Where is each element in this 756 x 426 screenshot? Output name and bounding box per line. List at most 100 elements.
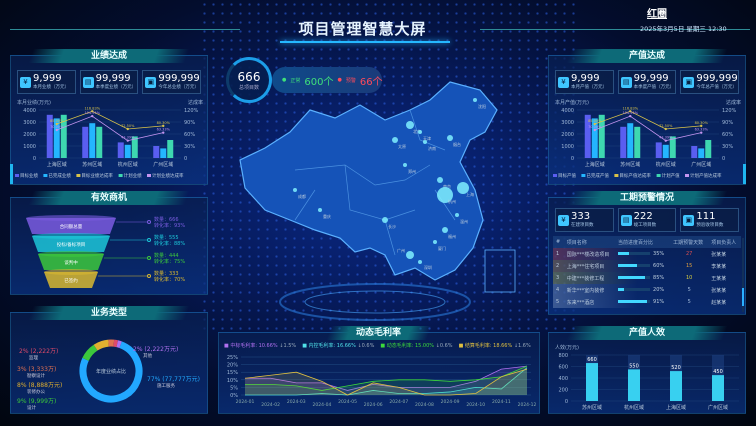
legend-item[interactable]: ■ 结算毛利率: 18.66% ↓1.6% bbox=[459, 343, 531, 350]
city-marker[interactable] bbox=[392, 137, 398, 143]
funnel-count: 数量：444 bbox=[154, 252, 179, 259]
project-status-pill: ● 正常 600个 ● 预警 66个 bbox=[272, 67, 383, 93]
table-row[interactable]: 1 国际***楼改造项目 35% 27 张某某 bbox=[553, 248, 741, 260]
city-marker[interactable] bbox=[318, 208, 322, 212]
money-bag-icon: ¥ bbox=[558, 76, 569, 88]
header-line-left bbox=[10, 29, 240, 30]
city-marker[interactable] bbox=[433, 240, 437, 244]
progress-bar bbox=[618, 288, 651, 291]
kpi-value: 9,999 bbox=[571, 73, 600, 84]
legend-swatch bbox=[43, 174, 48, 177]
warn-label: 预警 bbox=[345, 77, 356, 84]
donut-slice[interactable] bbox=[113, 339, 119, 348]
funnel-title: 有效商机 bbox=[28, 191, 190, 205]
legend-item[interactable]: 计划业绩 bbox=[124, 172, 142, 179]
x-tick-label: 2024-07 bbox=[389, 399, 408, 405]
y2-tick-label: 90% bbox=[184, 120, 195, 126]
legend-item[interactable]: 计划产值达成率 bbox=[690, 172, 722, 179]
city-marker[interactable] bbox=[473, 98, 477, 102]
city-marker[interactable] bbox=[418, 130, 422, 134]
kpi-card: ▤ 99,999 本季度产值（万元） bbox=[617, 70, 677, 94]
table-scrollbar[interactable] bbox=[742, 238, 744, 312]
funnel-stage-top bbox=[32, 233, 110, 239]
line-point bbox=[664, 127, 667, 131]
city-marker[interactable] bbox=[457, 182, 469, 194]
funnel-stage[interactable] bbox=[32, 236, 110, 252]
legend-item[interactable]: ■ 中标毛利率: 10.66% ↓1.5% bbox=[224, 343, 296, 350]
legend-item[interactable]: 计划产值 bbox=[662, 172, 680, 179]
legend-item[interactable]: 目标产值 bbox=[558, 172, 576, 179]
city-marker[interactable] bbox=[418, 260, 422, 264]
data-label: 70.00% bbox=[588, 125, 602, 129]
city-marker[interactable] bbox=[382, 217, 388, 223]
wallet-icon: ▣ bbox=[145, 76, 157, 88]
city-marker[interactable] bbox=[423, 140, 427, 144]
legend-item[interactable]: 已完成业绩 bbox=[48, 172, 71, 179]
city-label: 济南 bbox=[428, 145, 436, 151]
legend-item[interactable]: ■ 动态毛利率: 15.00% ↓0.6% bbox=[380, 343, 452, 350]
table-row[interactable]: 5 东来***酒店 91% 5 赵某某 bbox=[553, 296, 741, 308]
legend-item[interactable]: ■ 内控毛利率: 16.66% ↓0.6% bbox=[302, 343, 374, 350]
kpi-value: 999,999 bbox=[696, 73, 738, 84]
y-tick-label: 10% bbox=[227, 378, 238, 384]
bar bbox=[670, 371, 682, 401]
progress-cell: 91% bbox=[615, 296, 670, 308]
slice-name: 勘察设计 bbox=[27, 372, 45, 379]
y-tick-label: 0% bbox=[230, 393, 238, 399]
city-marker[interactable] bbox=[437, 177, 443, 183]
city-label: 长沙 bbox=[388, 223, 396, 229]
progress-label: 35% bbox=[653, 251, 665, 257]
donut-slice[interactable] bbox=[82, 344, 98, 362]
y-tick-label: 2000 bbox=[23, 132, 36, 138]
x-tick-label: 苏州区域 bbox=[82, 161, 102, 168]
legend-item[interactable]: 目标业绩 bbox=[20, 172, 38, 179]
donut-slice[interactable] bbox=[116, 340, 122, 349]
data-label: 550 bbox=[629, 363, 639, 369]
bar-计划产值 bbox=[669, 136, 676, 158]
bar-已完成业绩 bbox=[53, 118, 60, 158]
city-marker[interactable] bbox=[447, 135, 453, 141]
column-header: 项目负责人 bbox=[708, 236, 741, 248]
data-label: 660 bbox=[587, 357, 597, 363]
donut-center-label: 年度业绩占比 bbox=[96, 368, 126, 375]
legend-item[interactable]: 已完成产值 bbox=[586, 172, 609, 179]
city-marker[interactable] bbox=[455, 213, 459, 217]
funnel-stage[interactable] bbox=[38, 254, 104, 270]
legend-swatch bbox=[685, 174, 689, 177]
city-marker[interactable] bbox=[437, 187, 453, 203]
bar-目标业绩 bbox=[117, 142, 124, 158]
y-tick-label: 0 bbox=[33, 156, 36, 162]
table-row[interactable]: 3 中建***装修工程 85% 10 王某某 bbox=[553, 272, 741, 284]
kpi-value: 999,999 bbox=[158, 73, 200, 84]
funnel-stage[interactable] bbox=[44, 272, 98, 288]
line-point bbox=[91, 110, 94, 113]
bar bbox=[628, 369, 640, 401]
donut-slice[interactable] bbox=[79, 341, 143, 403]
y-tick-label: 600 bbox=[558, 365, 568, 371]
funnel-leader-dot bbox=[147, 274, 151, 278]
legend-item[interactable]: 目标业绩达成率 bbox=[81, 172, 113, 179]
table-row[interactable]: 2 上海***住宅项目 60% 15 李某某 bbox=[553, 260, 741, 272]
project-name: 国际***楼改造项目 bbox=[566, 251, 610, 258]
table-row[interactable]: 4 新华***室内装修 20% 5 张某某 bbox=[553, 284, 741, 296]
project-owner: 王某某 bbox=[711, 275, 727, 282]
warn-dot-icon: ● bbox=[337, 77, 342, 83]
city-marker[interactable] bbox=[406, 251, 414, 259]
donut-slice[interactable] bbox=[93, 339, 110, 351]
city-marker[interactable] bbox=[406, 121, 414, 129]
legend-item[interactable]: 目标产值达成率 bbox=[619, 172, 651, 179]
city-marker[interactable] bbox=[293, 188, 297, 192]
kpi-label: 本月业绩（万元） bbox=[33, 85, 69, 90]
data-label: 70.00% bbox=[50, 125, 64, 129]
legend-swatch bbox=[581, 174, 586, 177]
funnel-stage[interactable] bbox=[26, 218, 116, 234]
city-marker[interactable] bbox=[442, 227, 448, 233]
area-内控毛利率 bbox=[245, 367, 527, 395]
bar bbox=[712, 375, 724, 401]
business-donut: 77% (77,777万元)施工服务 9% (9,999万)设计 8% (8,888… bbox=[17, 339, 200, 411]
funnel-stage-label: 合同额总量 bbox=[60, 223, 83, 230]
city-label: 杭州 bbox=[448, 198, 456, 204]
city-marker[interactable] bbox=[403, 163, 407, 167]
legend-item[interactable]: 计划业绩达成率 bbox=[152, 172, 184, 179]
